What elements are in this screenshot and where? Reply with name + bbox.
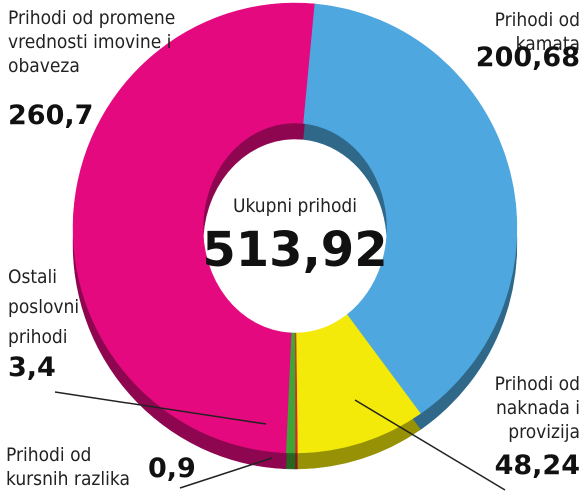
- pointer: [179, 457, 273, 489]
- pointer: [54, 391, 267, 425]
- slice-label: Prihodi od promene vrednosti imovine i o…: [8, 7, 176, 77]
- slice: [302, 3, 518, 414]
- value-label: 0,9: [148, 453, 196, 484]
- slice-label: Prihodi od naknada i provizija: [494, 373, 580, 443]
- pointer: [354, 399, 506, 491]
- value-label: 200,68: [475, 42, 580, 73]
- slice-label: Prihodi od kamata: [494, 9, 580, 55]
- slice-label: Prihodi od kursnih razlika: [6, 444, 130, 490]
- value-label: 48,24: [494, 450, 580, 481]
- value-label: 3,4: [8, 352, 56, 383]
- center-title: Ukupni prihodi: [232, 195, 358, 217]
- slice-label: Ostali poslovni prihodi: [8, 266, 80, 348]
- center-value: 513,92: [202, 222, 388, 278]
- slice: [72, 2, 315, 454]
- value-label: 260,7: [8, 100, 94, 131]
